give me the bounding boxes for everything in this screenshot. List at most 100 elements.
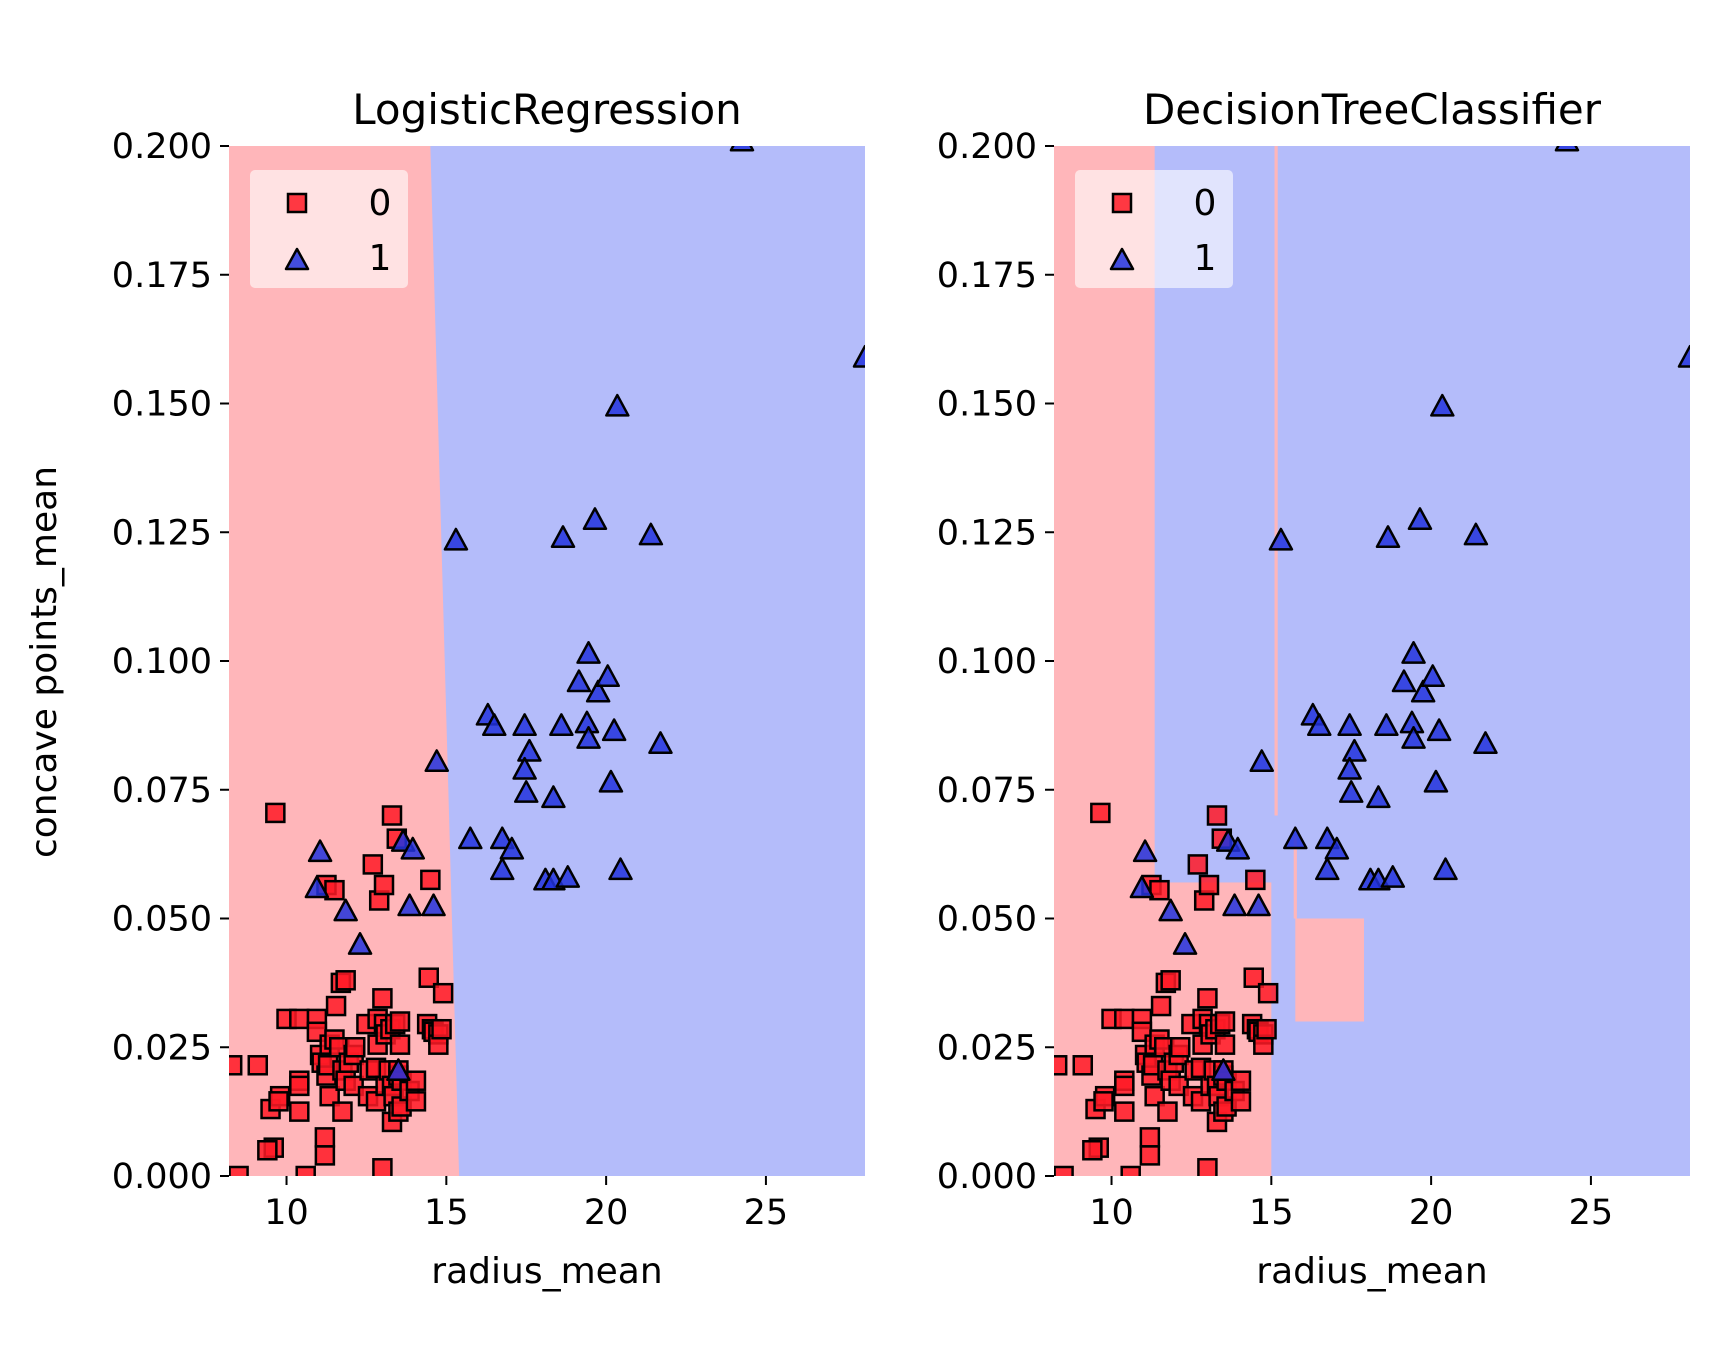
class0-decision-region bbox=[1295, 918, 1365, 1022]
class0-point bbox=[268, 1091, 289, 1112]
class0-point bbox=[289, 1101, 310, 1122]
y-tick-label: 0.125 bbox=[937, 513, 1037, 553]
class0-point bbox=[420, 869, 441, 891]
y-tick-label: 0.150 bbox=[937, 385, 1037, 425]
class1-point bbox=[421, 893, 446, 917]
y-tick-label: 0.025 bbox=[112, 1028, 212, 1068]
class0-point bbox=[229, 1055, 243, 1076]
class1-point bbox=[1307, 713, 1332, 736]
class0-point bbox=[1114, 1075, 1135, 1097]
class0-point bbox=[432, 982, 454, 1004]
class0-point bbox=[373, 874, 395, 896]
class1-point bbox=[1677, 344, 1690, 368]
class1-point bbox=[605, 393, 630, 417]
class1-point bbox=[608, 857, 633, 881]
class0-point bbox=[1256, 1018, 1277, 1040]
class0-point bbox=[1054, 1165, 1074, 1176]
class0-point bbox=[389, 1034, 411, 1055]
y-tick-label: 0.050 bbox=[112, 900, 212, 940]
class1-point bbox=[347, 932, 373, 955]
class1-point bbox=[1249, 749, 1274, 773]
class1-point bbox=[1433, 857, 1458, 881]
class1-point bbox=[1473, 731, 1498, 754]
class1-point bbox=[1401, 641, 1426, 664]
class1-point bbox=[1211, 1058, 1236, 1082]
class0-point bbox=[1157, 1101, 1178, 1122]
class1-point bbox=[1420, 664, 1445, 688]
class0-decision-region bbox=[1054, 882, 1272, 1176]
class0-point bbox=[362, 854, 384, 875]
class0-point bbox=[1243, 967, 1264, 988]
y-tick-label: 0.000 bbox=[112, 1157, 212, 1197]
class1-point bbox=[1246, 893, 1271, 917]
class0-point bbox=[1150, 995, 1172, 1017]
class1-point bbox=[1225, 836, 1251, 860]
chart-title: LogisticRegression bbox=[352, 85, 742, 134]
y-tick-label: 0.175 bbox=[937, 256, 1037, 296]
class1-point bbox=[304, 875, 330, 899]
class0-point bbox=[372, 1158, 393, 1176]
class0-point bbox=[1114, 1008, 1135, 1030]
legend-label: 1 bbox=[1194, 238, 1217, 279]
class1-point bbox=[1407, 507, 1433, 530]
class1-point bbox=[1366, 785, 1391, 809]
class1-point bbox=[1410, 679, 1436, 703]
class1-point bbox=[1172, 932, 1198, 955]
class1-point bbox=[1132, 839, 1158, 863]
y-tick-label: 0.175 bbox=[112, 256, 212, 296]
class1-point bbox=[333, 898, 358, 922]
y-tick-label: 0.200 bbox=[937, 127, 1037, 167]
class1-point bbox=[729, 146, 755, 152]
class1-point bbox=[490, 857, 515, 881]
class0-point bbox=[1139, 1145, 1161, 1166]
class1-point bbox=[1337, 713, 1362, 736]
y-tick-label: 0.100 bbox=[112, 642, 212, 682]
x-axis-label: radius_mean bbox=[1256, 1251, 1487, 1292]
y-tick-label: 0.125 bbox=[112, 513, 212, 553]
legend-square-marker bbox=[286, 192, 308, 214]
class0-point bbox=[325, 995, 347, 1017]
class0-point bbox=[319, 1085, 340, 1107]
class1-point bbox=[1423, 769, 1449, 793]
x-tick-label: 10 bbox=[1089, 1193, 1134, 1233]
y-tick-label: 0.000 bbox=[937, 1157, 1037, 1197]
class1-point bbox=[1337, 756, 1362, 780]
class0-point bbox=[1120, 1165, 1141, 1176]
class1-point bbox=[482, 713, 507, 736]
class0-point bbox=[1114, 1101, 1135, 1122]
chart-title: DecisionTreeClassifier bbox=[1143, 85, 1602, 134]
y-tick-label: 0.075 bbox=[937, 771, 1037, 811]
class0-point bbox=[289, 1075, 310, 1097]
class0-point bbox=[265, 802, 286, 824]
class1-point bbox=[1268, 527, 1294, 551]
legend: 01 bbox=[250, 170, 408, 288]
y-tick-label: 0.050 bbox=[937, 900, 1037, 940]
class0-point bbox=[1206, 805, 1228, 826]
class0-decision-region bbox=[1274, 146, 1278, 816]
class1-point bbox=[549, 713, 574, 736]
class0-decision-region bbox=[1293, 836, 1297, 919]
legend-label: 0 bbox=[1194, 183, 1217, 224]
class1-point bbox=[541, 785, 566, 809]
class1-point bbox=[397, 893, 422, 917]
x-tick-label: 15 bbox=[424, 1193, 469, 1233]
plot-area bbox=[1054, 146, 1690, 1176]
class1-point bbox=[1315, 857, 1340, 881]
class1-point bbox=[512, 713, 537, 736]
class0-point bbox=[418, 967, 439, 988]
class1-point bbox=[1375, 525, 1401, 548]
x-tick-label: 25 bbox=[1569, 1193, 1614, 1233]
class1-point bbox=[1338, 780, 1364, 803]
class0-point bbox=[1197, 1158, 1218, 1176]
class1-point bbox=[576, 641, 601, 664]
class0-point bbox=[247, 1055, 269, 1076]
class1-point bbox=[638, 522, 664, 546]
class0-point bbox=[332, 1101, 353, 1122]
class1-point bbox=[582, 507, 608, 530]
class1-point bbox=[1342, 738, 1367, 762]
class0-point bbox=[1257, 982, 1279, 1004]
class1-point bbox=[566, 669, 592, 693]
